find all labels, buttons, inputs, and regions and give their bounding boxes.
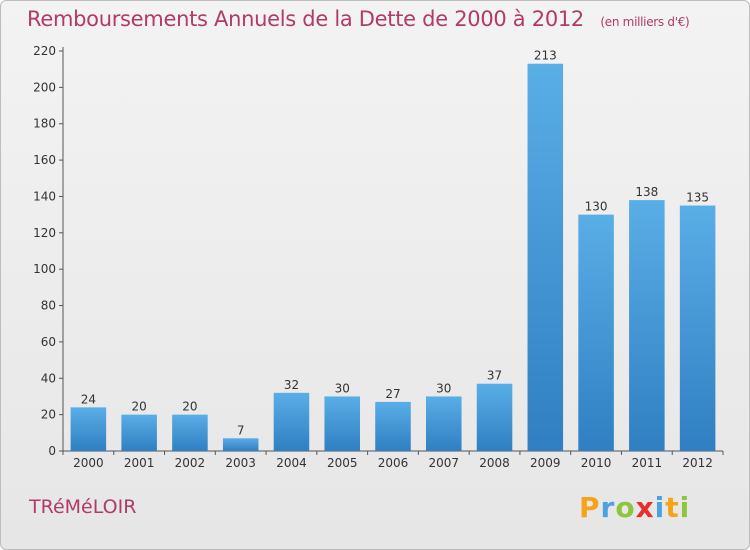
x-tick-label: 2008 xyxy=(479,456,510,470)
x-tick-label: 2005 xyxy=(327,456,358,470)
y-tick-label: 160 xyxy=(33,153,56,167)
x-tick-label: 2010 xyxy=(581,456,612,470)
bar-2002 xyxy=(172,414,208,451)
data-label-2007: 30 xyxy=(436,381,451,395)
data-label-2001: 20 xyxy=(132,400,147,414)
bar-2009 xyxy=(527,63,564,452)
proxiti-logo: Proxiti xyxy=(579,491,690,524)
bar-2010 xyxy=(578,214,614,451)
data-label-2009: 213 xyxy=(534,49,557,63)
y-tick-label: 60 xyxy=(41,335,56,349)
bar-2006 xyxy=(375,401,411,451)
logo-letter: t xyxy=(665,491,680,524)
data-label-2000: 24 xyxy=(81,392,96,406)
data-label-2006: 27 xyxy=(385,387,400,401)
data-label-2003: 7 xyxy=(237,423,245,437)
logo-letter: i xyxy=(654,491,666,524)
chart-title-text: Remboursements Annuels de la Dette de 20… xyxy=(27,7,584,31)
bar-2011 xyxy=(629,200,665,451)
data-label-2011: 138 xyxy=(635,185,658,199)
logo-letter: o xyxy=(615,491,636,524)
logo-letter: x xyxy=(635,491,655,524)
y-tick-label: 100 xyxy=(33,262,56,276)
data-labels: 24 20 20 7 32 30 27 30 37 213 130 138 135 xyxy=(81,49,709,438)
bar-2005 xyxy=(324,396,360,451)
data-label-2005: 30 xyxy=(335,381,350,395)
y-tick-label: 20 xyxy=(41,408,56,422)
x-tick-label: 2002 xyxy=(175,456,206,470)
y-tick-label: 0 xyxy=(48,444,56,458)
chart-title: Remboursements Annuels de la Dette de 20… xyxy=(27,7,690,31)
bar-2012 xyxy=(679,205,716,451)
x-tick-label: 2004 xyxy=(276,456,307,470)
bar-2007 xyxy=(426,396,462,451)
x-tick-label: 2003 xyxy=(225,456,256,470)
data-label-2004: 32 xyxy=(284,378,299,392)
x-tick-label: 2000 xyxy=(73,456,104,470)
bar-2003 xyxy=(222,438,259,451)
x-tick-label: 2011 xyxy=(632,456,663,470)
x-tick-label: 2009 xyxy=(530,456,561,470)
x-tick-label: 2006 xyxy=(378,456,409,470)
y-tick-label: 180 xyxy=(33,117,56,131)
chart-subtitle: (en milliers d'€) xyxy=(600,15,690,29)
x-tick-label: 2012 xyxy=(682,456,713,470)
bar-2004 xyxy=(273,392,310,451)
y-tick-label: 80 xyxy=(41,299,56,313)
y-tick-label: 200 xyxy=(33,80,56,94)
x-tick-label: 2007 xyxy=(428,456,459,470)
y-tick-label: 120 xyxy=(33,226,56,240)
y-tick-label: 220 xyxy=(33,44,56,58)
bar-2000 xyxy=(70,407,107,451)
data-label-2010: 130 xyxy=(585,200,608,214)
logo-letter: r xyxy=(600,491,616,524)
data-label-2012: 135 xyxy=(686,191,709,205)
y-tick-label: 40 xyxy=(41,371,56,385)
bars xyxy=(70,63,716,452)
bar-2001 xyxy=(121,414,157,451)
commune-name: TRéMéLOIR xyxy=(29,496,137,518)
y-tick-label: 140 xyxy=(33,189,56,203)
data-label-2008: 37 xyxy=(487,369,502,383)
logo-letter: P xyxy=(579,491,601,524)
logo-letter: i xyxy=(679,491,691,524)
x-tick-label: 2001 xyxy=(124,456,155,470)
data-label-2002: 20 xyxy=(182,400,197,414)
bar-2008 xyxy=(476,383,513,451)
